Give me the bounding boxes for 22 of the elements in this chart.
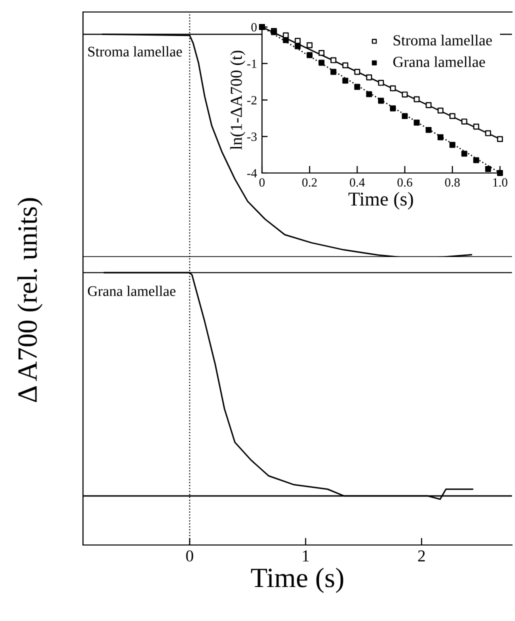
y-axis-title: Δ A700 (rel. units)	[17, 198, 43, 402]
annotation: Stroma lamellae	[88, 46, 182, 57]
y-tick-label: -4	[247, 169, 257, 178]
legend-label: Stroma lamellae	[394, 34, 492, 46]
y-tick-label: -1	[247, 60, 256, 68]
y-tick-label: -3	[247, 132, 257, 141]
x-tick-label: 1.0	[493, 178, 508, 187]
x-tick-label: 0.2	[302, 178, 317, 187]
x-tick-label: 0.4	[350, 178, 365, 187]
y-axis-title: ln(1-ΔA700 (t)	[230, 50, 246, 150]
x-tick-label: 1	[302, 550, 309, 562]
y-tick-label: 0	[251, 23, 257, 32]
x-tick-label: 0	[186, 550, 194, 562]
y-tick-label: -2	[247, 96, 256, 104]
x-axis-title: Time (s)	[348, 192, 414, 210]
annotation: Grana lamellae	[88, 286, 176, 296]
x-tick-label: 0.6	[397, 178, 412, 187]
x-tick-label: 0	[259, 178, 265, 187]
legend-label: Grana lamellae	[393, 56, 486, 68]
x-tick-label: 2	[418, 550, 425, 562]
x-axis-title: Time (s)	[251, 568, 344, 593]
x-tick-label: 0.8	[445, 178, 460, 187]
